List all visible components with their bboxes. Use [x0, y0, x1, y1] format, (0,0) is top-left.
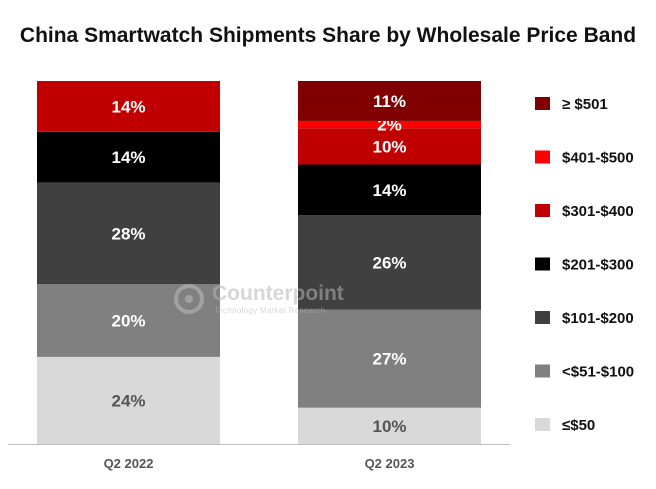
x-tick-label-q2-2022: Q2 2022	[104, 456, 154, 471]
data-label-q2-2022-101-200: 28%	[111, 224, 145, 243]
legend-label-201-300: $201-$300	[562, 257, 634, 274]
bar-segment-q2-2022-101-200	[37, 182, 220, 285]
legend-swatch-301-400	[535, 204, 550, 217]
bar-segment-q2-2022-201-300	[37, 131, 220, 183]
bar-segment-q2-2022-le-50	[37, 356, 220, 444]
data-label-q2-2023-301-400: 10%	[372, 137, 406, 156]
bar-segment-q2-2023-301-400	[298, 128, 481, 165]
legend-swatch-le-50	[535, 418, 550, 431]
data-label-q2-2022-201-300: 14%	[111, 148, 145, 167]
bar-segment-q2-2023-201-300	[298, 164, 481, 216]
data-label-q2-2023-101-200: 26%	[372, 254, 406, 273]
x-tick-label-q2-2023: Q2 2023	[365, 456, 415, 471]
legend-label-ge-501: ≥ $501	[562, 96, 608, 113]
bar-segment-q2-2023-lt-51-100	[298, 309, 481, 408]
data-label-q2-2022-301-400: 14%	[111, 97, 145, 116]
legend-label-301-400: $301-$400	[562, 203, 634, 220]
bar-segment-q2-2023-ge-501	[298, 81, 481, 121]
data-label-q2-2022-lt-51-100: 20%	[111, 312, 145, 331]
chart-title: China Smartwatch Shipments Share by Whol…	[19, 24, 637, 47]
legend-label-101-200: $101-$200	[562, 310, 634, 327]
data-label-q2-2023-201-300: 14%	[372, 181, 406, 200]
legend-swatch-201-300	[535, 257, 550, 271]
data-label-q2-2022-le-50: 24%	[111, 391, 145, 410]
bar-segment-q2-2023-101-200	[298, 215, 481, 310]
legend-swatch-101-200	[535, 311, 550, 324]
data-label-q2-2023-le-50: 10%	[372, 417, 406, 436]
legend-label-lt-51-100: <$51-$100	[562, 364, 634, 381]
legend-swatch-ge-501	[535, 97, 550, 110]
legend-swatch-401-500	[535, 150, 550, 164]
bar-segment-q2-2023-le-50	[298, 407, 481, 444]
bar-segment-q2-2023-401-500	[298, 120, 481, 129]
bar-segment-q2-2022-301-400	[37, 81, 220, 132]
legend-label-le-50: ≤$50	[562, 417, 595, 434]
data-label-q2-2023-lt-51-100: 27%	[372, 350, 406, 369]
legend-label-401-500: $401-$500	[562, 150, 634, 167]
data-label-q2-2023-ge-501: 11%	[373, 92, 406, 111]
legend-swatch-lt-51-100	[535, 364, 550, 378]
